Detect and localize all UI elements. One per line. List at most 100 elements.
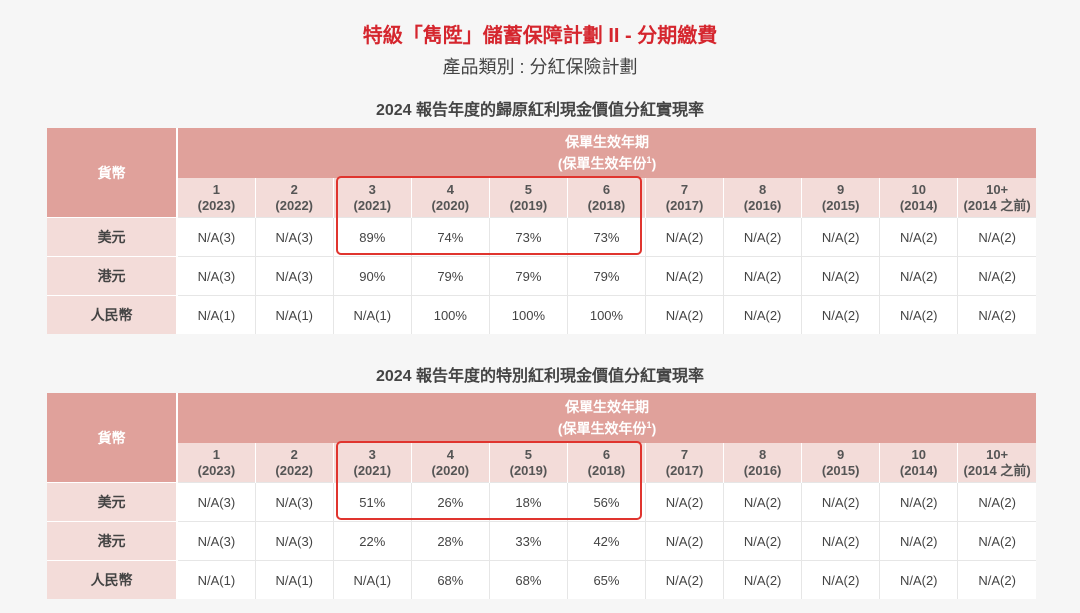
year-header: 2 (2022)	[254, 443, 334, 483]
policy-year-number: 4	[446, 446, 454, 462]
rate-cell: N/A(3)	[176, 217, 256, 257]
rate-cell: 26%	[410, 482, 490, 522]
policy-year: (2016)	[743, 462, 782, 478]
rate-cell: N/A(3)	[254, 482, 334, 522]
currency-header: 貨幣	[47, 128, 179, 218]
rate-cell: N/A(2)	[879, 482, 958, 522]
policy-year-number: 8	[758, 446, 767, 462]
currency-cell: 港元	[47, 521, 179, 561]
year-header: 2 (2022)	[254, 178, 334, 218]
policy-year-number: 7	[680, 181, 689, 197]
rate-cell: N/A(2)	[723, 482, 802, 522]
rate-cell: N/A(2)	[644, 560, 724, 599]
year-header: 4 (2020)	[410, 443, 490, 483]
rate-cell: N/A(2)	[801, 256, 880, 296]
rate-cell: N/A(1)	[332, 560, 412, 599]
year-header: 6 (2018)	[566, 178, 646, 218]
policy-year: (2019)	[509, 462, 548, 478]
rate-cell: N/A(2)	[644, 217, 724, 257]
rate-cell: 56%	[566, 482, 646, 522]
rate-cell: N/A(1)	[254, 560, 334, 599]
section-title: 2024 報告年度的特別紅利現金價值分紅實現率	[375, 368, 705, 385]
rate-cell: N/A(2)	[879, 521, 958, 561]
rate-cell: N/A(2)	[879, 217, 958, 257]
policy-period-header: 保單生效年期 (保單生效年份1)	[177, 393, 1036, 443]
year-header: 1 (2023)	[176, 178, 256, 218]
year-header: 8 (2016)	[723, 443, 802, 483]
policy-year: (2023)	[197, 197, 236, 213]
policy-year-close: )	[651, 420, 657, 437]
policy-year: (2022)	[275, 197, 313, 213]
rate-cell: N/A(2)	[801, 482, 880, 522]
rate-cell: 18%	[488, 482, 568, 522]
table-row: 人民幣 N/A(1) N/A(1) N/A(1) 100% 100% 100% N/A(2) N…	[47, 295, 1036, 334]
header-row: 貨幣 保單生效年期 (保單生效年份1)	[47, 393, 1036, 483]
policy-period-label: 保單生效年期	[565, 399, 650, 416]
rate-cell: 42%	[566, 521, 646, 561]
rate-cell: 89%	[332, 217, 412, 257]
rate-cell: N/A(2)	[723, 560, 802, 599]
header-row: 貨幣 保單生效年期 (保單生效年份1)	[47, 128, 1036, 218]
policy-year: (2018)	[587, 197, 626, 213]
page-title: 特級「雋陞」儲蓄保障計劃 II - 分期繳費	[362, 25, 718, 47]
product-category: 產品類別 : 分紅保險計劃	[442, 57, 638, 77]
rate-cell: N/A(1)	[176, 560, 256, 599]
policy-year-number: 10+	[986, 446, 1009, 462]
policy-year-number: 2	[290, 446, 298, 462]
year-header: 10 (2014)	[879, 178, 958, 218]
policy-year-number: 1	[212, 181, 221, 197]
year-header: 10+ (2014 之前)	[957, 443, 1036, 483]
year-header-row: 1 (2023) 2 (2022) 3 (2021) 4 (2020) 5 (2019) 6 (201…	[47, 443, 1036, 483]
rate-cell: N/A(3)	[176, 256, 256, 296]
rate-cell: N/A(3)	[254, 256, 334, 296]
year-header: 3 (2021)	[332, 443, 412, 483]
rate-cell: 22%	[332, 521, 412, 561]
year-header: 5 (2019)	[488, 443, 568, 483]
rate-cell: 79%	[566, 256, 646, 296]
table-row: 美元 N/A(3) N/A(3) 89% 74% 73% 73% N/A(2) N/A(2) N/…	[47, 217, 1036, 257]
rate-cell: N/A(2)	[723, 256, 802, 296]
rate-cell: 100%	[488, 295, 568, 334]
policy-year-number: 3	[368, 181, 376, 197]
policy-year: (2023)	[197, 462, 236, 478]
year-header: 9 (2015)	[801, 178, 880, 218]
rate-cell: 100%	[410, 295, 490, 334]
rate-cell: N/A(2)	[801, 217, 880, 257]
rate-cell: 68%	[410, 560, 490, 599]
table-row: 港元 N/A(3) N/A(3) 22% 28% 33% 42% N/A(2) N/A(2) N/…	[47, 521, 1036, 561]
policy-year-number: 6	[602, 181, 611, 197]
policy-year: (2015)	[821, 462, 860, 478]
policy-year-number: 10+	[986, 181, 1009, 197]
rate-cell: N/A(2)	[957, 560, 1036, 599]
realization-rate-table: 貨幣 保單生效年期 (保單生效年份1) 1 (2023) 2 (2022) 3 (2021) 4(…	[47, 393, 1036, 599]
realization-rate-table: 貨幣 保單生效年期 (保單生效年份1) 1 (2023) 2 (2022) 3 (2021) 4(…	[47, 128, 1036, 334]
table-row: 港元 N/A(3) N/A(3) 90% 79% 79% 79% N/A(2) N/A(2) N/…	[47, 256, 1036, 296]
policy-year-text: (保單生效年份	[557, 155, 647, 172]
currency-cell: 人民幣	[47, 560, 179, 599]
rate-cell: N/A(3)	[176, 521, 256, 561]
year-header: 3 (2021)	[332, 178, 412, 218]
policy-year: (2021)	[353, 197, 392, 213]
policy-year: (2017)	[665, 197, 704, 213]
rate-cell: N/A(3)	[176, 482, 256, 522]
policy-year-number: 7	[680, 446, 689, 462]
year-header: 8 (2016)	[723, 178, 802, 218]
year-header: 7 (2017)	[644, 178, 724, 218]
rate-cell: N/A(2)	[644, 521, 724, 561]
policy-period-header: 保單生效年期 (保單生效年份1)	[177, 128, 1036, 178]
policy-year-number: 9	[837, 446, 845, 462]
rate-cell: 33%	[488, 521, 568, 561]
rate-cell: N/A(1)	[254, 295, 334, 334]
policy-year-number: 5	[524, 181, 533, 197]
policy-year-number: 10	[911, 181, 926, 197]
rate-cell: N/A(3)	[254, 521, 334, 561]
rate-cell: N/A(2)	[723, 217, 802, 257]
rate-cell: N/A(2)	[957, 256, 1036, 296]
year-header: 4 (2020)	[410, 178, 490, 218]
table-row: 美元 N/A(3) N/A(3) 51% 26% 18% 56% N/A(2) N/A(2) N/…	[47, 482, 1036, 522]
policy-year: (2014)	[899, 197, 938, 213]
rate-cell: 100%	[566, 295, 646, 334]
year-header: 1 (2023)	[176, 443, 256, 483]
policy-year: (2015)	[821, 197, 860, 213]
policy-year: (2016)	[743, 197, 782, 213]
